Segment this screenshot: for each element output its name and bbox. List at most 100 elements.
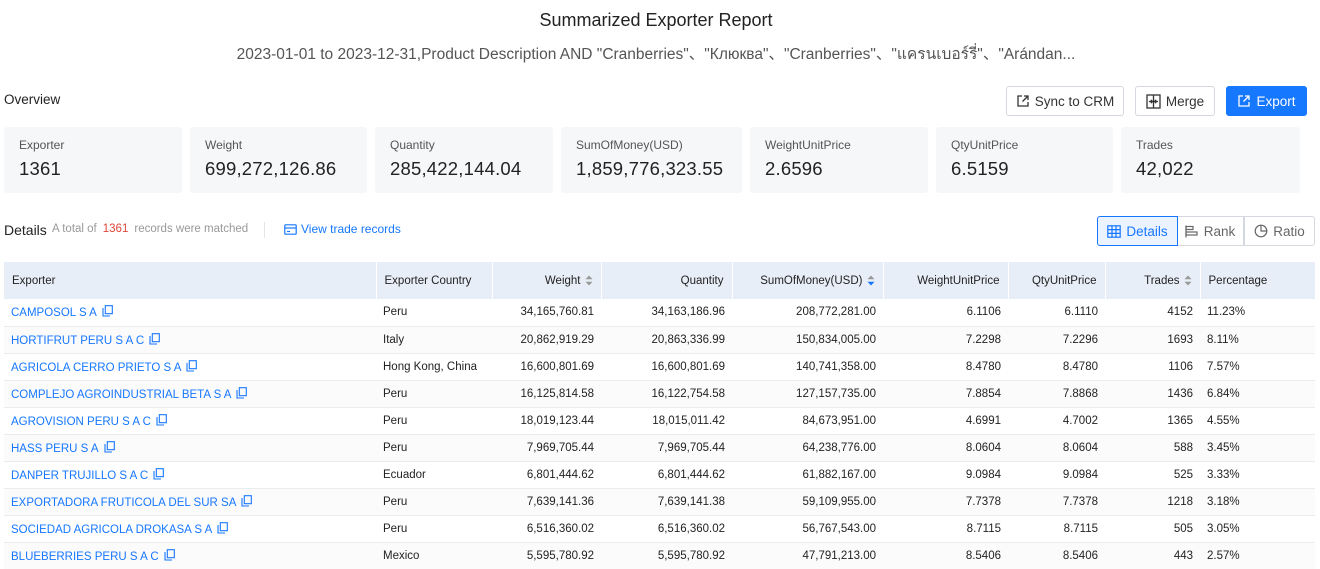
copy-icon[interactable] [186, 359, 198, 372]
cell-weight: 6,801,444.62 [492, 461, 601, 489]
cell-sum-of-money: 84,673,951.00 [732, 407, 883, 435]
cell-trades: 505 [1105, 515, 1200, 543]
cell-weight-unit-price: 6.1106 [883, 299, 1008, 327]
column-header-sum-of-money[interactable]: SumOfMoney(USD) [732, 262, 884, 299]
stat-value: 285,422,144.04 [390, 158, 522, 179]
exporter-name-link[interactable]: AGRICOLA CERRO PRIETO S A [11, 361, 182, 374]
cell-qty-unit-price: 6.1110 [1008, 299, 1105, 327]
copy-icon[interactable] [156, 413, 167, 426]
cell-exporter[interactable]: HORTIFRUT PERU S A C [4, 326, 376, 354]
copy-icon[interactable] [149, 332, 160, 345]
cell-weight-unit-price: 7.8854 [883, 380, 1008, 408]
cell-exporter[interactable]: HASS PERU S A [4, 434, 376, 462]
report-title: Summarized Exporter Report [539, 10, 773, 30]
cell-quantity: 5,595,780.92 [601, 542, 732, 569]
tab-rank[interactable]: Rank [1176, 216, 1244, 246]
stat-card-trades: Trades 42,022 [1121, 127, 1300, 193]
cell-country: Peru [376, 434, 492, 462]
table-row[interactable]: SOCIEDAD AGRICOLA DROKASA S A Peru 6,516,3… [4, 515, 1315, 543]
cell-weight-unit-price: 8.5406 [883, 542, 1008, 569]
copy-icon[interactable] [102, 305, 113, 317]
copy-icon[interactable] [236, 386, 248, 399]
cell-qty-unit-price: 8.4780 [1008, 353, 1105, 381]
cell-weight: 6,516,360.02 [492, 515, 601, 543]
exporter-name-link[interactable]: COMPLEJO AGROINDUSTRIAL BETA S A [11, 388, 232, 401]
sync-to-crm-button[interactable]: Sync to CRM [1006, 86, 1124, 116]
tab-details[interactable]: Details [1097, 216, 1178, 246]
card-icon [284, 223, 297, 235]
table-row[interactable]: DANPER TRUJILLO S A C Ecuador 6,801,444.62… [4, 461, 1315, 489]
cell-percentage: 3.45% [1200, 434, 1315, 462]
cell-country: Peru [376, 380, 492, 408]
report-subtitle: 2023-01-01 to 2023-12-31,Product Descrip… [236, 46, 1076, 63]
cell-exporter[interactable]: EXPORTADORA FRUTICOLA DEL SUR SA [4, 488, 376, 516]
cell-country: Peru [376, 515, 492, 543]
cell-weight-unit-price: 7.7378 [883, 488, 1008, 516]
table-row[interactable]: AGROVISION PERU S A C Peru 18,019,123.44 18… [4, 407, 1315, 435]
copy-icon[interactable] [104, 440, 115, 453]
cell-weight-unit-price: 7.2298 [883, 326, 1008, 354]
cell-weight: 16,125,814.58 [492, 380, 601, 408]
copy-icon[interactable] [241, 494, 253, 507]
records-count: 1361 [102, 223, 129, 235]
tab-ratio-label: Ratio [1273, 223, 1305, 239]
cell-quantity: 6,516,360.02 [601, 515, 732, 543]
stat-label: Quantity [390, 138, 435, 152]
copy-icon[interactable] [153, 467, 165, 480]
cell-exporter[interactable]: AGRICOLA CERRO PRIETO S A [4, 353, 376, 381]
exporter-name-link[interactable]: SOCIEDAD AGRICOLA DROKASA S A [11, 523, 213, 536]
merge-button[interactable]: Merge [1135, 86, 1215, 116]
table-header-row: Exporter Exporter Country Weight Quantit… [4, 262, 1316, 299]
table-row[interactable]: COMPLEJO AGROINDUSTRIAL BETA S A Peru 16,1… [4, 380, 1315, 408]
table-row[interactable]: CAMPOSOL S A Peru 34,165,760.81 34,163,186.… [4, 299, 1315, 327]
cell-country: Ecuador [376, 461, 492, 489]
cell-weight-unit-price: 9.0984 [883, 461, 1008, 489]
cell-percentage: 11.23% [1200, 299, 1315, 327]
view-trade-records-link[interactable]: View trade records [284, 222, 401, 236]
sort-icon[interactable] [585, 275, 593, 286]
column-header-weight[interactable]: Weight [492, 262, 602, 299]
cell-percentage: 6.84% [1200, 380, 1315, 408]
copy-icon[interactable] [217, 521, 229, 534]
exporter-name-link[interactable]: HORTIFRUT PERU S A C [11, 334, 145, 347]
table-row[interactable]: HASS PERU S A Peru 7,969,705.44 7,969,705.4… [4, 434, 1315, 462]
cell-quantity: 34,163,186.96 [601, 299, 732, 327]
cell-weight-unit-price: 8.4780 [883, 353, 1008, 381]
sort-icon[interactable] [867, 275, 875, 286]
tab-details-label: Details [1126, 223, 1168, 239]
exporter-name-link[interactable]: BLUEBERRIES PERU S A C [11, 550, 159, 563]
table-row[interactable]: AGRICOLA CERRO PRIETO S A Hong Kong, Chin… [4, 353, 1315, 381]
cell-weight: 7,969,705.44 [492, 434, 601, 462]
table-row[interactable]: BLUEBERRIES PERU S A C Mexico 5,595,780.92… [4, 542, 1315, 569]
exporter-name-link[interactable]: DANPER TRUJILLO S A C [11, 469, 149, 482]
column-header-weight-unit-price: WeightUnitPrice [883, 262, 1009, 299]
exporter-name-link[interactable]: EXPORTADORA FRUTICOLA DEL SUR SA [11, 496, 237, 509]
exporter-name-link[interactable]: HASS PERU S A [11, 442, 99, 455]
stat-card-weight: Weight 699,272,126.86 [190, 127, 367, 193]
cell-weight: 18,019,123.44 [492, 407, 601, 435]
export-button[interactable]: Export [1226, 86, 1307, 116]
table-row[interactable]: HORTIFRUT PERU S A C Italy 20,862,919.29 20… [4, 326, 1315, 354]
column-header-trades[interactable]: Trades [1105, 262, 1201, 299]
cell-trades: 1218 [1105, 488, 1200, 516]
tab-ratio[interactable]: Ratio [1244, 216, 1315, 246]
cell-exporter[interactable]: BLUEBERRIES PERU S A C [4, 542, 376, 569]
cell-exporter[interactable]: AGROVISION PERU S A C [4, 407, 376, 435]
cell-exporter[interactable]: CAMPOSOL S A [4, 299, 376, 327]
cell-trades: 443 [1105, 542, 1200, 569]
column-header-percentage: Percentage [1200, 262, 1316, 299]
stat-label: SumOfMoney(USD) [576, 138, 683, 152]
cell-exporter[interactable]: DANPER TRUJILLO S A C [4, 461, 376, 489]
copy-icon[interactable] [164, 548, 175, 561]
cell-quantity: 20,863,336.99 [601, 326, 732, 354]
exporter-name-link[interactable]: CAMPOSOL S A [11, 307, 97, 320]
cell-exporter[interactable]: COMPLEJO AGROINDUSTRIAL BETA S A [4, 380, 376, 408]
stat-label: Exporter [19, 138, 65, 152]
rank-icon [1185, 225, 1198, 237]
exporter-name-link[interactable]: AGROVISION PERU S A C [11, 415, 151, 428]
cell-qty-unit-price: 4.7002 [1008, 407, 1105, 435]
sort-icon[interactable] [1184, 275, 1192, 286]
cell-exporter[interactable]: SOCIEDAD AGRICOLA DROKASA S A [4, 515, 376, 543]
cell-sum-of-money: 47,791,213.00 [732, 542, 883, 569]
table-row[interactable]: EXPORTADORA FRUTICOLA DEL SUR SA Peru 7,63… [4, 488, 1315, 516]
